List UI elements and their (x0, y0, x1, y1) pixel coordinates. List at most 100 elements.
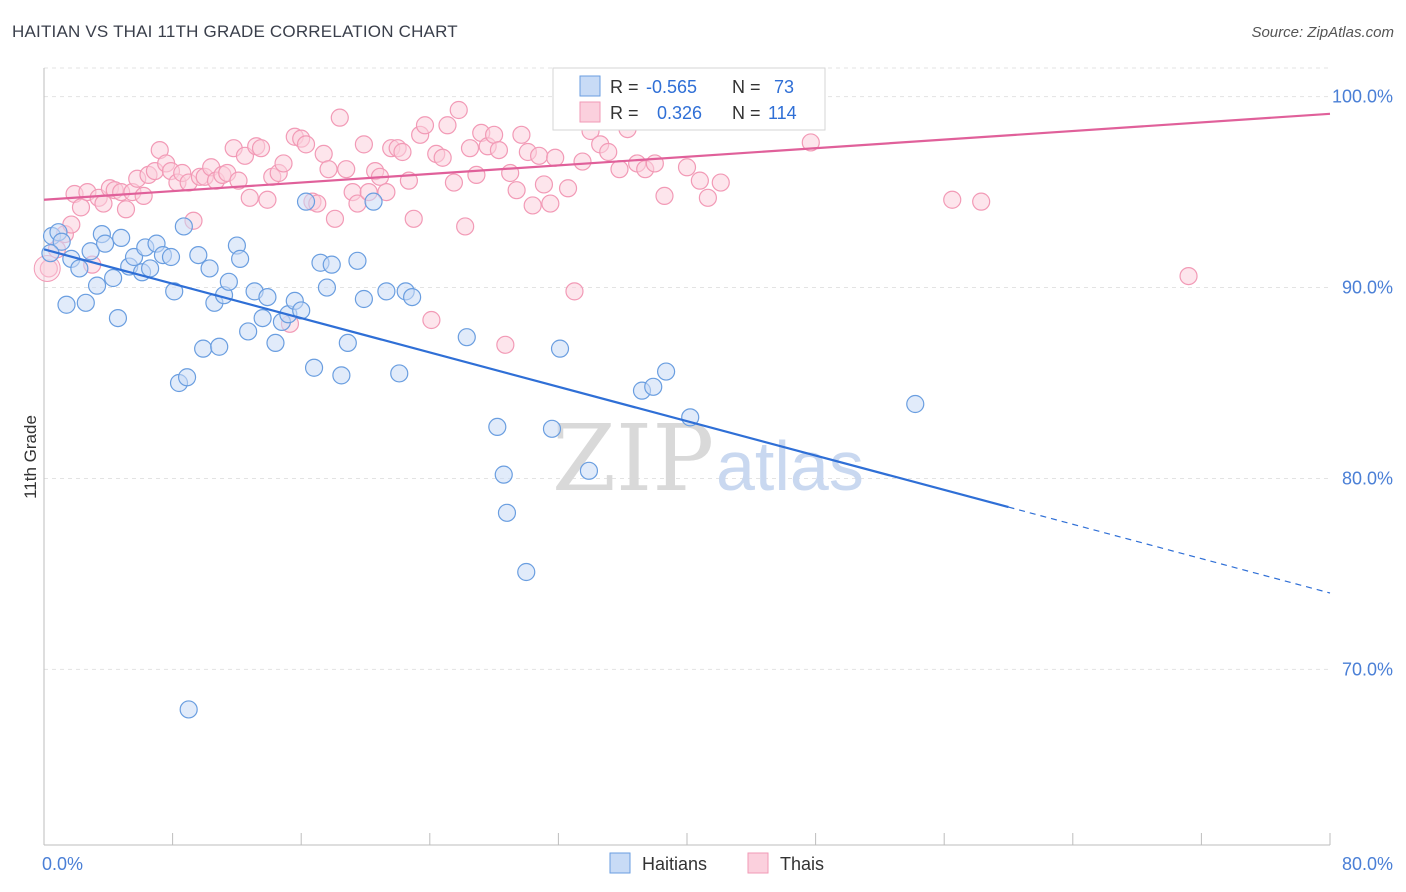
thai-point-59 (377, 182, 396, 202)
haitian-point-26 (189, 245, 208, 265)
haitian-point-10 (95, 234, 115, 253)
legend-bottom-haitians-label: Haitians (642, 854, 707, 874)
haitian-point-30 (210, 337, 229, 356)
thai-point-66 (415, 116, 435, 135)
thai-point-88 (541, 194, 560, 213)
thai-point-9 (94, 194, 113, 213)
x-tick-labels: 0.0% 80.0% (42, 854, 1393, 874)
legend-thais-r-label: R = (610, 103, 639, 123)
thai-point-81 (501, 163, 520, 183)
thai-point-85 (523, 196, 542, 215)
haitian-point-52 (354, 289, 373, 309)
thai-point-50 (325, 209, 345, 228)
haitian-point-13 (112, 228, 131, 248)
thai-point-107 (711, 173, 730, 192)
thai-point-48 (314, 144, 333, 164)
thai-point-51 (330, 108, 349, 127)
thai-point-96 (599, 142, 618, 162)
watermark-atlas: atlas (716, 427, 864, 505)
thai-point-104 (677, 158, 697, 177)
legend-haitians-n-label: N = (732, 77, 761, 97)
haitian-point-45 (304, 358, 324, 377)
source-label: Source: ZipAtlas.com (1251, 24, 1394, 41)
thais-points (33, 85, 1198, 354)
thai-point-74 (460, 139, 480, 158)
haitian-point-53 (364, 192, 383, 211)
thai-point-92 (565, 282, 584, 301)
haitian-point-58 (457, 328, 476, 347)
haitian-point-18 (140, 259, 160, 278)
haitian-point-2 (52, 232, 71, 251)
legend-thais-n-label: N = (732, 103, 761, 123)
thais-trend-line (43, 112, 1331, 201)
thai-point-55 (354, 135, 373, 154)
thai-point-105 (690, 171, 709, 190)
thai-point-86 (530, 146, 549, 165)
x-tick-label-1: 80.0% (1342, 854, 1393, 874)
haitian-point-51 (348, 251, 367, 270)
thai-point-16 (134, 186, 153, 206)
chart-title: HAITIAN VS THAI 11TH GRADE CORRELATION C… (12, 22, 458, 41)
thai-point-87 (534, 175, 554, 194)
thai-point-106 (698, 188, 717, 207)
haitian-point-22 (165, 282, 184, 301)
haitian-point-3 (57, 295, 76, 314)
haitian-point-57 (403, 287, 422, 307)
thai-point-111 (943, 190, 962, 209)
haitians-trend-extension (1008, 506, 1331, 594)
haitian-point-12 (108, 308, 128, 328)
haitian-point-62 (517, 562, 536, 582)
thai-point-110 (801, 133, 820, 152)
legend-thais-r-value: 0.326 (657, 103, 702, 123)
legend-bottom-thais-swatch (747, 852, 769, 874)
haitian-point-25 (177, 368, 197, 387)
legend-haitians-n-value: 73 (774, 77, 794, 97)
haitian-point-65 (579, 461, 599, 480)
haitian-point-54 (377, 282, 396, 301)
haitian-point-28 (200, 259, 219, 278)
haitian-point-63 (542, 419, 562, 438)
thai-point-91 (558, 179, 578, 198)
haitian-point-39 (266, 333, 285, 353)
thai-point-49 (319, 160, 338, 179)
haitian-point-38 (258, 287, 277, 307)
thai-point-35 (240, 188, 259, 207)
haitian-point-50 (338, 333, 357, 353)
haitian-point-67 (644, 377, 663, 396)
haitian-point-68 (657, 362, 676, 381)
haitian-point-5 (70, 259, 89, 278)
haitian-point-64 (550, 339, 570, 358)
thai-point-5 (71, 198, 91, 217)
legend-haitians-r-label: R = (610, 77, 639, 97)
y-axis-label: 11th Grade (21, 415, 40, 499)
thai-point-62 (393, 142, 412, 162)
haitian-point-47 (317, 278, 337, 297)
haitian-point-61 (497, 503, 517, 522)
haitian-point-8 (87, 276, 107, 295)
watermark: ZIP atlas (552, 405, 864, 512)
legend-bottom: Haitians Thais (609, 852, 824, 874)
thai-point-52 (337, 160, 356, 179)
haitian-point-60 (494, 465, 513, 484)
thai-point-75 (467, 165, 486, 185)
thai-point-82 (507, 181, 526, 200)
thai-point-102 (655, 186, 674, 206)
legend-haitians-swatch (579, 75, 601, 97)
haitian-point-24 (174, 217, 193, 236)
haitian-point-27 (194, 339, 213, 358)
thai-point-112 (972, 192, 991, 211)
haitian-point-37 (253, 308, 272, 328)
thai-point-72 (449, 100, 468, 120)
thai-point-71 (444, 173, 464, 192)
thai-point-41 (274, 154, 293, 173)
y-tick-label-2: 90.0% (1342, 278, 1393, 298)
thai-point-83 (512, 125, 531, 144)
haitian-point-32 (219, 272, 238, 291)
thai-point-64 (404, 209, 423, 228)
haitian-point-59 (488, 417, 507, 437)
haitian-point-55 (390, 364, 409, 383)
thai-point-113 (1179, 266, 1198, 286)
thai-point-33 (229, 171, 248, 190)
y-tick-label-1: 80.0% (1342, 468, 1393, 488)
